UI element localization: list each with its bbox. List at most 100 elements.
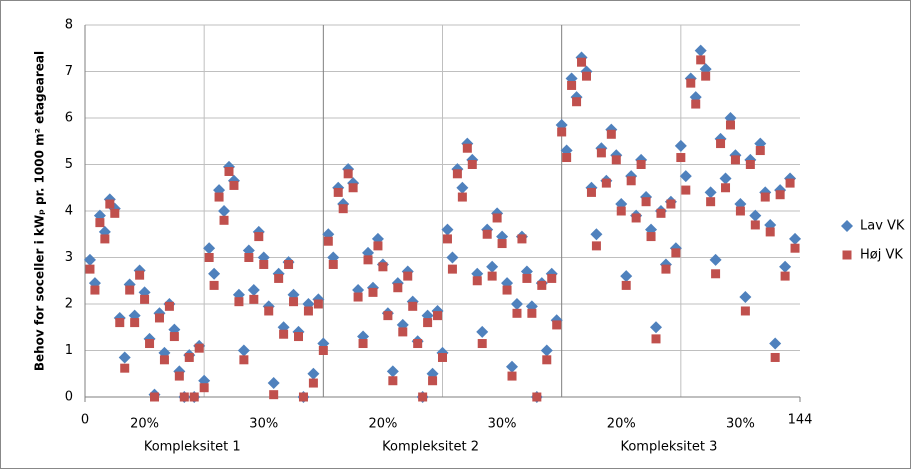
square-marker xyxy=(502,285,512,295)
group-sublabel: 30% xyxy=(249,417,278,432)
square-marker xyxy=(730,155,740,165)
square-marker xyxy=(626,176,636,186)
square-marker xyxy=(447,264,457,274)
square-marker xyxy=(735,206,745,216)
square-marker xyxy=(452,169,462,179)
diamond-marker xyxy=(446,251,459,264)
square-marker xyxy=(244,253,254,262)
legend-marker xyxy=(842,250,852,260)
square-marker xyxy=(269,390,279,400)
square-marker xyxy=(497,239,507,249)
square-marker xyxy=(383,311,393,321)
square-marker xyxy=(105,199,115,209)
square-marker xyxy=(666,199,676,209)
square-marker xyxy=(581,71,591,81)
square-marker xyxy=(542,355,552,365)
square-marker xyxy=(130,318,140,328)
square-marker xyxy=(442,234,452,244)
square-marker xyxy=(90,285,100,295)
diamond-marker xyxy=(555,118,568,131)
square-marker xyxy=(646,232,656,242)
square-marker xyxy=(711,269,721,279)
y-tick-label: 7 xyxy=(65,64,73,79)
diamond-marker xyxy=(679,170,692,183)
square-marker xyxy=(199,383,209,393)
square-marker xyxy=(353,292,363,302)
square-marker xyxy=(462,143,472,153)
square-marker xyxy=(527,308,537,318)
square-marker xyxy=(696,55,706,65)
square-marker xyxy=(264,306,274,316)
square-marker xyxy=(338,204,348,214)
square-marker xyxy=(438,352,447,362)
y-tick-label: 8 xyxy=(65,18,73,33)
square-marker xyxy=(398,327,408,337)
diamond-marker xyxy=(486,260,499,273)
square-marker xyxy=(343,169,353,179)
square-marker xyxy=(418,392,428,402)
square-marker xyxy=(110,208,120,218)
square-marker xyxy=(706,197,716,207)
square-marker xyxy=(150,392,160,402)
square-marker xyxy=(656,208,666,218)
square-marker xyxy=(557,127,567,137)
square-marker xyxy=(254,232,264,242)
square-marker xyxy=(676,153,686,163)
square-marker xyxy=(328,259,338,269)
square-marker xyxy=(194,343,204,353)
diamond-marker xyxy=(267,377,280,390)
square-marker xyxy=(388,376,398,386)
square-marker xyxy=(636,160,646,169)
square-marker xyxy=(572,97,582,107)
square-marker xyxy=(725,120,735,130)
diamond-marker xyxy=(719,172,732,185)
square-marker xyxy=(125,285,135,295)
group-sublabel: 20% xyxy=(130,417,159,432)
diamond-marker xyxy=(203,242,216,255)
diamond-marker xyxy=(749,209,762,222)
square-marker xyxy=(234,297,244,307)
square-marker xyxy=(428,376,438,386)
square-marker xyxy=(403,271,413,281)
square-marker xyxy=(591,241,601,251)
square-marker xyxy=(135,270,145,280)
square-marker xyxy=(164,301,174,311)
square-marker xyxy=(348,183,358,193)
square-marker xyxy=(154,313,164,323)
square-marker xyxy=(145,339,155,349)
square-marker xyxy=(467,160,477,169)
square-marker xyxy=(174,371,184,381)
square-marker xyxy=(294,332,304,342)
legend-label: Lav VK xyxy=(860,219,905,234)
square-marker xyxy=(651,334,661,344)
diamond-marker xyxy=(208,267,221,280)
square-marker xyxy=(284,259,294,269)
square-marker xyxy=(606,129,616,139)
square-marker xyxy=(547,273,557,283)
square-marker xyxy=(745,160,755,169)
group-sublabel: 20% xyxy=(368,417,397,432)
diamond-marker xyxy=(704,186,717,199)
diamond-marker xyxy=(506,360,519,373)
square-marker xyxy=(159,355,169,365)
square-marker xyxy=(373,241,383,251)
square-marker xyxy=(567,80,577,90)
square-marker xyxy=(140,294,150,304)
square-marker xyxy=(790,243,800,253)
square-marker xyxy=(274,273,284,283)
square-marker xyxy=(408,301,418,311)
square-marker xyxy=(740,306,750,316)
square-marker xyxy=(423,318,433,328)
square-marker xyxy=(472,276,482,286)
diamond-marker xyxy=(709,253,722,266)
y-tick-label: 1 xyxy=(65,343,73,358)
diamond-marker xyxy=(540,344,553,357)
y-tick-label: 6 xyxy=(65,111,73,126)
square-marker xyxy=(701,71,711,81)
square-marker xyxy=(100,234,110,244)
square-marker xyxy=(209,280,219,290)
square-marker xyxy=(770,352,780,362)
square-marker xyxy=(760,192,770,202)
square-marker xyxy=(378,262,388,272)
square-marker xyxy=(716,139,726,149)
